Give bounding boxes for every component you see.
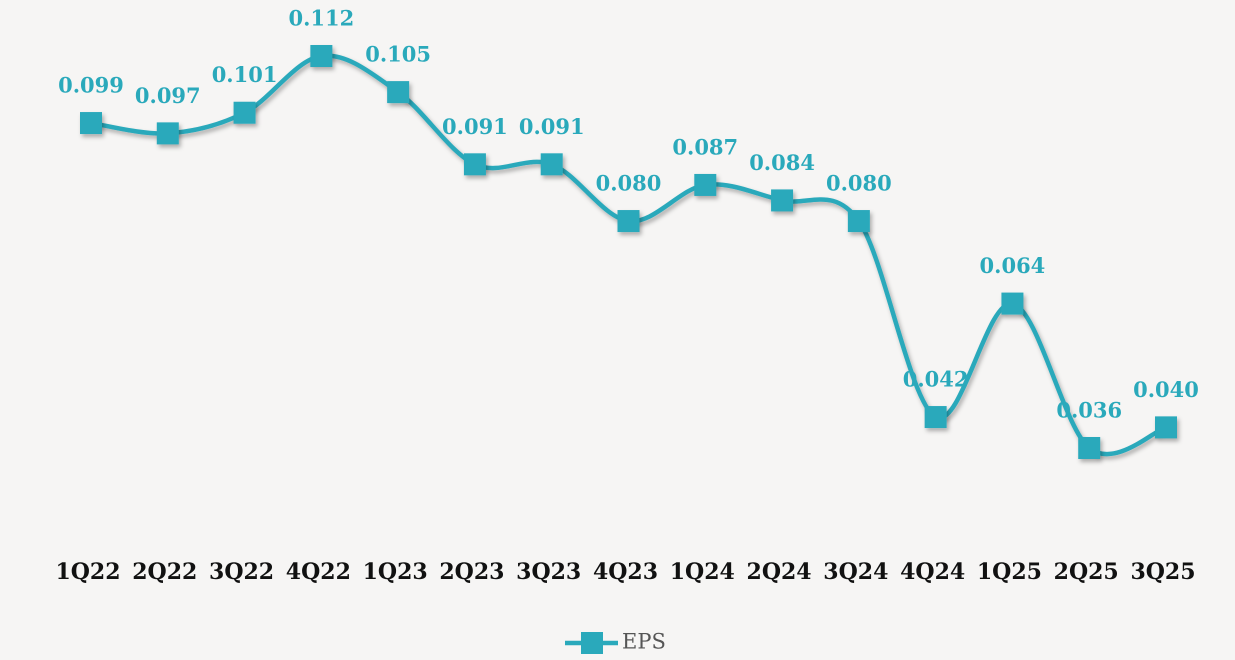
marker [847,210,870,233]
marker [463,153,486,176]
value-label: 0.105 [365,42,431,67]
marker [540,153,563,176]
marker [1001,292,1024,315]
x-tick-label: 2Q25 [1054,559,1119,585]
value-label: 0.040 [1133,377,1199,402]
value-label: 0.084 [749,150,815,175]
x-tick-label: 3Q25 [1130,559,1195,585]
marker [1155,416,1177,439]
value-label: 0.080 [596,171,662,196]
value-label: 0.091 [519,114,585,139]
marker [924,406,947,429]
marker [1078,437,1101,459]
x-tick-label: 1Q25 [977,559,1042,585]
marker [617,210,640,233]
x-tick-label: 1Q23 [363,559,428,585]
x-tick-label: 1Q24 [670,559,735,585]
marker [387,81,410,104]
x-tick-label: 1Q22 [55,559,120,585]
value-label: 0.036 [1056,398,1122,423]
value-label: 0.080 [826,171,892,196]
x-tick-label: 2Q23 [439,559,504,585]
value-label: 0.042 [903,367,969,392]
legend-marker [581,632,603,654]
marker [310,45,333,67]
marker [694,173,717,196]
x-tick-label: 4Q22 [286,559,351,585]
x-tick-label: 3Q23 [516,559,581,585]
marker [156,122,179,145]
value-label: 0.101 [212,62,278,87]
value-label: 0.099 [58,73,124,98]
legend-label: EPS [622,630,666,654]
marker [771,189,794,212]
value-label: 0.064 [980,253,1046,278]
value-label: 0.112 [288,6,354,31]
x-tick-label: 2Q24 [747,559,812,585]
x-tick-label: 3Q24 [823,559,888,585]
x-tick-label: 4Q23 [593,559,658,585]
value-label: 0.097 [135,83,201,108]
x-tick-label: 3Q22 [209,559,274,585]
x-tick-label: 2Q22 [132,559,197,585]
x-tick-label: 4Q24 [900,559,965,585]
value-label: 0.091 [442,114,508,139]
value-label: 0.087 [672,134,738,159]
marker [80,112,102,135]
marker [233,101,256,124]
